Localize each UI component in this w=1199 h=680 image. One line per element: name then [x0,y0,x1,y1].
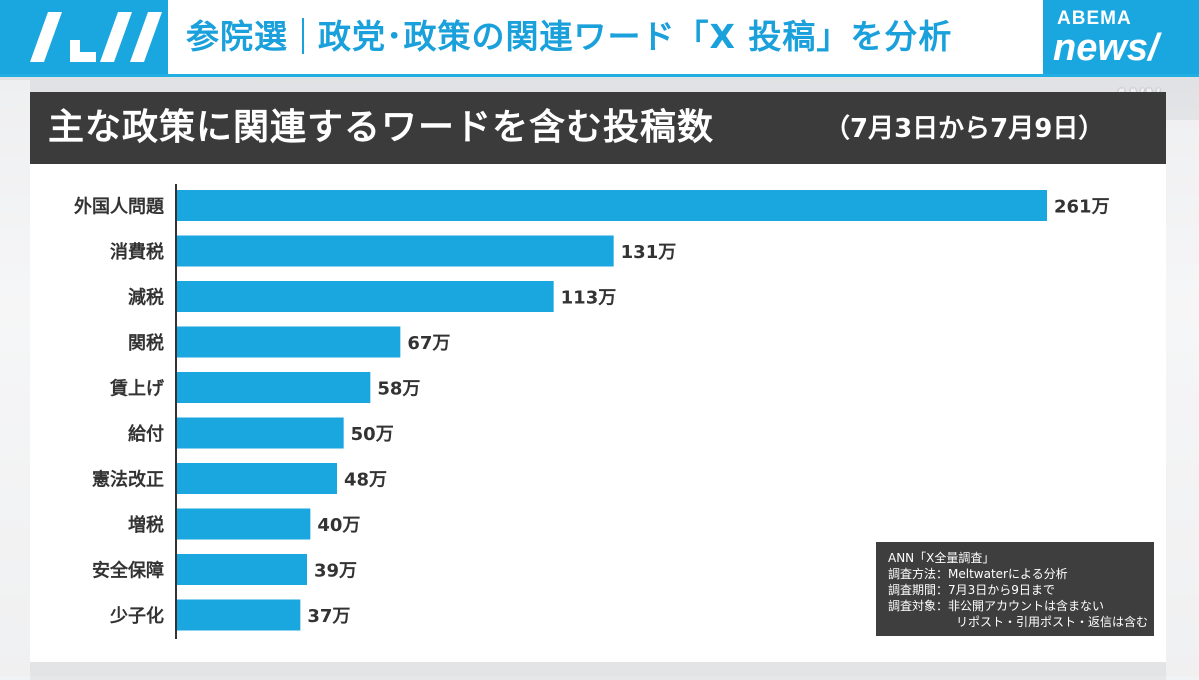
category-label-3: 関税 [128,332,164,354]
bar-8 [177,554,307,585]
value-label-9: 37万 [307,606,350,627]
category-label-4: 賃上げ [109,378,165,400]
channel-logo [0,0,168,74]
category-label-5: 給付 [128,423,164,445]
category-label-7: 増税 [128,514,164,536]
chart-subtitle: （7月3日から7月9日） [824,114,1105,144]
category-label-1: 消費税 [110,241,164,263]
source-line-2: 調査方法：Meltwaterによる分析 [888,567,1068,581]
value-label-2: 113万 [561,288,617,309]
abema-brand-large: news/ [1053,27,1159,69]
bar-2 [177,281,554,312]
abema-news-logo: ABEMA news/ [1043,0,1199,74]
bar-4 [177,372,371,403]
bar-9 [177,599,301,631]
bar-1 [177,235,614,267]
value-label-4: 58万 [377,379,420,400]
value-label-6: 48万 [344,470,387,491]
value-label-3: 67万 [407,333,450,354]
value-label-0: 261万 [1054,197,1110,218]
header-topic: 政党･政策の関連ワード「X 投稿」を分析 [318,17,953,56]
header-separator [302,17,304,54]
chart-panel: 主な政策に関連するワードを含む投稿数 （7月3日から7月9日） 外国人問題 261… [30,92,1166,662]
chart-title: 主な政策に関連するワードを含む投稿数 [48,107,715,148]
value-label-8: 39万 [314,561,357,582]
value-label-5: 50万 [351,424,394,445]
category-label-0: 外国人問題 [74,196,165,218]
bar-7 [177,508,311,540]
source-note: ANN「X全量調査」 調査方法：Meltwaterによる分析 調査期間：7月3日… [876,542,1154,636]
source-line-1: ANN「X全量調査」 [888,551,995,565]
bar-3 [177,326,401,358]
value-label-7: 40万 [317,515,360,536]
bar-6 [177,463,337,494]
category-label-6: 憲法改正 [91,469,164,491]
bar-5 [177,417,344,449]
source-line-5: リポスト・引用ポスト・返信は含む [956,615,1149,629]
chart-title-bar: 主な政策に関連するワードを含む投稿数 （7月3日から7月9日） [30,92,1166,164]
category-label-8: 安全保障 [92,560,164,582]
header-prefix: 参院選 [186,17,288,56]
category-label-9: 少子化 [109,605,164,627]
value-label-1: 131万 [621,242,677,263]
program-header: 参院選 政党･政策の関連ワード「X 投稿」を分析 ABEMA news/ [0,0,1199,77]
bar-0 [177,190,1047,221]
abema-brand-small: ABEMA [1057,8,1132,29]
category-label-2: 減税 [128,287,164,309]
source-line-3: 調査期間：7月3日から9日まで [888,583,1055,597]
source-line-4: 調査対象：非公開アカウントは含まない [888,599,1105,613]
header-title: 参院選 政党･政策の関連ワード「X 投稿」を分析 [186,0,952,74]
